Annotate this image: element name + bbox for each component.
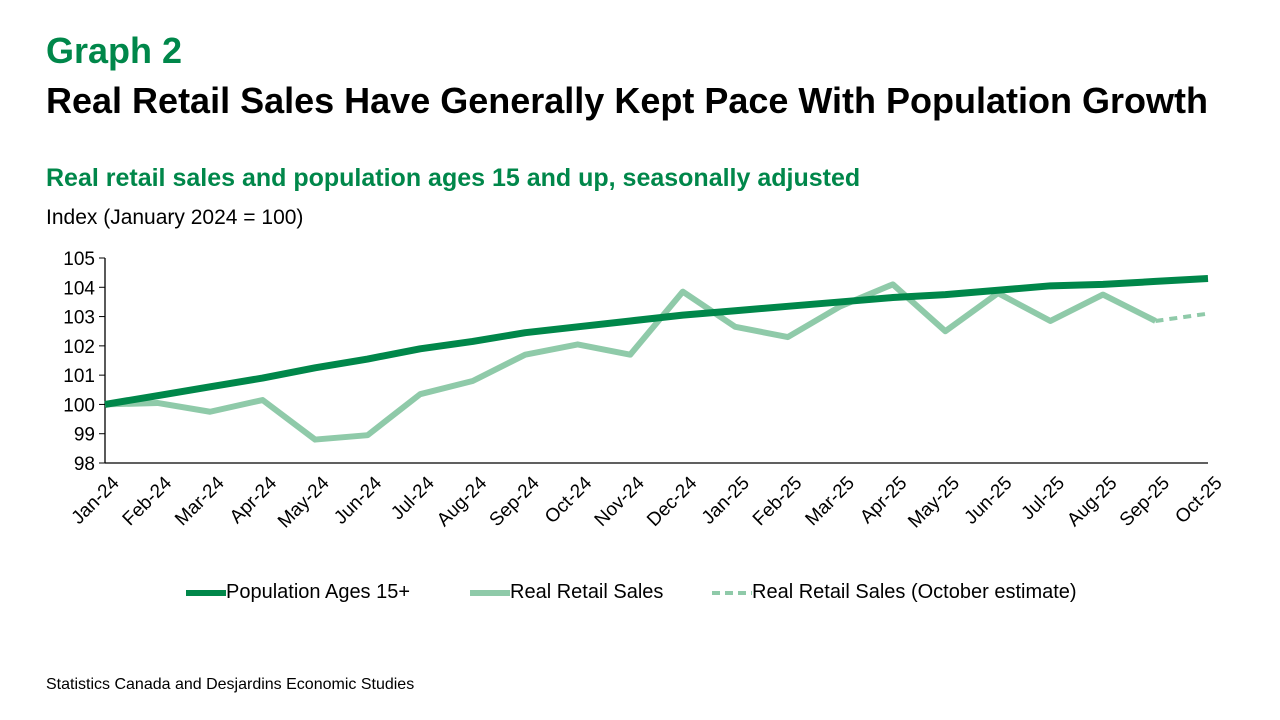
- sales-line: [104, 281, 1157, 443]
- legend-label: Population Ages 15+: [226, 581, 411, 603]
- y-tick-label: 101: [63, 366, 95, 387]
- x-tick-label: Sep-24: [486, 472, 544, 530]
- population-line: [104, 275, 1209, 408]
- sales-estimate-line: [1155, 311, 1209, 323]
- x-tick-label: Nov-24: [591, 472, 649, 530]
- x-tick-label: Aug-25: [1063, 473, 1121, 531]
- x-tick-label: Jul-24: [387, 472, 439, 524]
- y-axis-unit: Index (January 2024 = 100): [46, 206, 304, 229]
- page-title: Real Retail Sales Have Generally Kept Pa…: [46, 80, 1209, 121]
- legend-item-population: Population Ages 15+: [186, 581, 410, 604]
- y-tick-label: 102: [63, 337, 95, 358]
- x-tick-label: Apr-24: [226, 472, 281, 527]
- legend-item-estimate: Real Retail Sales (October estimate): [712, 581, 1077, 604]
- x-tick-label: Jun-25: [961, 473, 1017, 529]
- x-tick-label: Feb-24: [119, 472, 177, 530]
- y-tick-label: 100: [63, 395, 95, 416]
- y-tick-label: 99: [74, 425, 95, 446]
- legend-item-sales: Real Retail Sales: [470, 581, 663, 604]
- x-tick-label: Apr-25: [856, 473, 911, 528]
- x-tick-label: Oct-24: [541, 472, 596, 527]
- x-tick-label: May-24: [274, 472, 334, 532]
- x-tick-label: Jan-24: [68, 472, 124, 528]
- x-tick-label: Dec-24: [643, 472, 701, 530]
- x-tick-label: Mar-24: [171, 472, 229, 530]
- x-tick-label: May-25: [904, 473, 964, 533]
- x-tick-label: Feb-25: [749, 473, 806, 530]
- y-tick-label: 105: [63, 249, 95, 270]
- x-tick-label: Sep-25: [1116, 473, 1174, 531]
- x-tick-label: Aug-24: [433, 472, 491, 530]
- legend-label: Real Retail Sales (October estimate): [752, 581, 1077, 603]
- x-tick-label: Mar-25: [802, 473, 859, 530]
- y-tick-label: 103: [63, 308, 95, 329]
- x-tick-label: Oct-25: [1171, 473, 1226, 528]
- chart-subtitle: Real retail sales and population ages 15…: [46, 164, 861, 192]
- x-tick-label: Jan-25: [698, 473, 754, 529]
- y-tick-label: 104: [63, 278, 95, 299]
- x-tick-label: Jun-24: [330, 472, 386, 528]
- legend-label: Real Retail Sales: [510, 581, 664, 603]
- y-tick-label: 98: [74, 454, 95, 475]
- x-tick-label: Jul-25: [1018, 473, 1069, 524]
- source-note: Statistics Canada and Desjardins Economi…: [46, 676, 415, 693]
- graph-label: Graph 2: [46, 30, 183, 71]
